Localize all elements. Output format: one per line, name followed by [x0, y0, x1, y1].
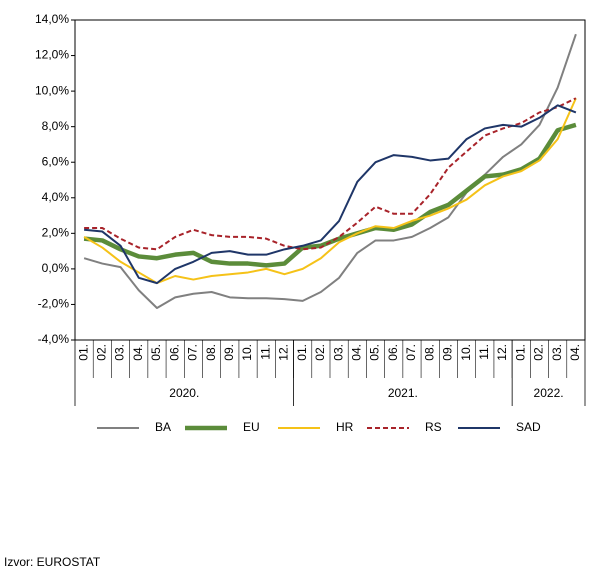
legend-label: EU	[243, 420, 260, 434]
y-tick-label: 0,0%	[42, 261, 70, 275]
x-tick-label: 08.	[422, 344, 436, 361]
x-tick-label: 11.	[258, 344, 272, 360]
series-line	[83, 97, 577, 285]
x-tick-label: 05.	[149, 344, 163, 361]
y-tick-label: 4,0%	[42, 190, 70, 204]
group-label: 2022.	[534, 386, 564, 400]
x-tick-label: 04.	[131, 344, 145, 361]
legend-label: RS	[425, 420, 442, 434]
x-tick-label: 03.	[550, 344, 564, 361]
x-tick-label: 07.	[404, 344, 418, 361]
series-line	[83, 122, 577, 268]
y-tick-label: 2,0%	[42, 226, 70, 240]
series-line	[84, 104, 577, 285]
x-tick-label: 04.	[568, 344, 582, 361]
x-tick-label: 12.	[277, 344, 291, 361]
x-tick-label: 02.	[94, 344, 108, 361]
x-tick-label: 01.	[76, 344, 90, 361]
group-label: 2021.	[388, 386, 418, 400]
x-tick-label: 09.	[441, 344, 455, 361]
plot-frame	[74, 19, 586, 341]
y-tick-label: 8,0%	[42, 119, 70, 133]
x-tick-label: 04.	[349, 344, 363, 361]
x-tick-label: 05.	[368, 344, 382, 361]
x-tick-label: 03.	[113, 344, 127, 361]
y-tick-label: 10,0%	[35, 83, 69, 97]
x-tick-label: 07.	[186, 344, 200, 361]
x-tick-label: 10.	[459, 344, 473, 361]
y-tick-label: 12,0%	[35, 48, 69, 62]
series-line	[84, 97, 577, 251]
x-tick-label: 01.	[295, 344, 309, 361]
x-tick-label: 02.	[532, 344, 546, 361]
x-tick-label: 08.	[204, 344, 218, 361]
y-tick-label: 14,0%	[35, 12, 69, 26]
y-tick-label: 6,0%	[42, 154, 70, 168]
x-tick-label: 03.	[331, 344, 345, 361]
x-tick-label: 06.	[167, 344, 181, 361]
x-tick-label: 11.	[477, 344, 491, 360]
y-tick-label: -4,0%	[38, 332, 70, 346]
x-tick-label: 02.	[313, 344, 327, 361]
legend-label: SAD	[516, 420, 541, 434]
series-line	[83, 33, 577, 309]
source-note: Izvor: EUROSTAT	[4, 555, 101, 569]
x-tick-label: 06.	[386, 344, 400, 361]
legend-label: BA	[155, 420, 171, 434]
x-tick-label: 01.	[513, 344, 527, 361]
x-tick-label: 10.	[240, 344, 254, 361]
y-tick-label: -2,0%	[38, 297, 70, 311]
x-tick-label: 09.	[222, 344, 236, 361]
legend-label: HR	[336, 420, 354, 434]
group-label: 2020.	[169, 386, 199, 400]
x-tick-label: 12.	[495, 344, 509, 361]
